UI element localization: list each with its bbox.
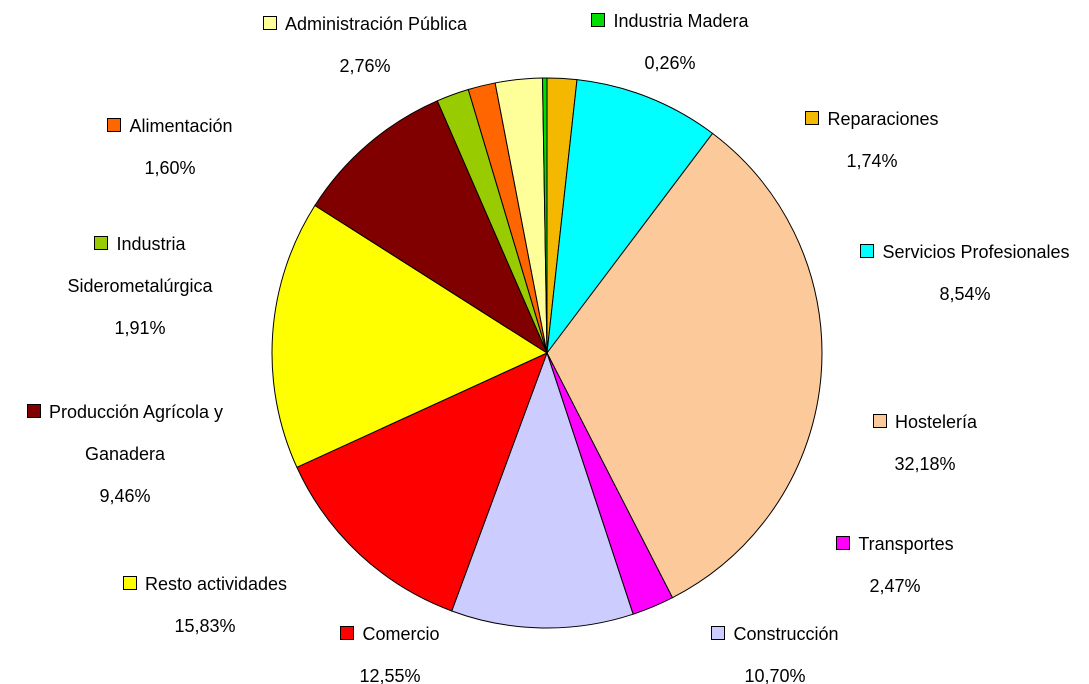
legend-swatch — [262, 16, 277, 30]
slice-value: 2,76% — [339, 56, 391, 76]
slice-label: Industria Siderometalúrgica 1,91% — [40, 223, 240, 349]
slice-name-row: Industria Siderometalúrgica — [40, 223, 240, 307]
slice-name: Construcción — [733, 624, 839, 644]
slice-label: Transportes 2,47% — [815, 523, 975, 607]
slice-label: Comercio 12,55% — [310, 613, 470, 684]
slice-name: Reparaciones — [827, 109, 939, 129]
slice-value: 1,60% — [144, 158, 196, 178]
slice-label: Industria Madera 0,26% — [570, 0, 770, 84]
legend-swatch — [26, 404, 41, 418]
legend-swatch — [805, 111, 820, 125]
slice-label: Resto actividades 15,83% — [85, 563, 325, 647]
slice-value: 8,54% — [939, 284, 991, 304]
pie-slice — [541, 77, 548, 354]
slice-label: Hostelería 32,18% — [845, 401, 1005, 485]
legend-swatch — [340, 626, 355, 640]
slice-label: Construcción 10,70% — [685, 613, 865, 684]
slice-label: Reparaciones 1,74% — [772, 98, 972, 182]
slice-name-row: Resto actividades — [85, 563, 325, 605]
slice-label: Servicios Profesionales 8,54% — [845, 231, 1085, 315]
slice-name: Servicios Profesionales — [882, 242, 1070, 262]
legend-swatch — [107, 118, 122, 132]
slice-label: Alimentación 1,60% — [90, 105, 250, 189]
slice-name: Alimentación — [129, 116, 233, 136]
legend-swatch — [860, 244, 875, 258]
pie-slice — [546, 79, 714, 355]
slice-name: Industria Siderometalúrgica — [67, 234, 213, 296]
slice-label: Producción Agrícola y Ganadera 9,46% — [5, 391, 245, 517]
slice-name: Comercio — [362, 624, 440, 644]
pie-slice — [546, 132, 823, 599]
legend-swatch — [122, 576, 137, 590]
legend-swatch — [711, 626, 726, 640]
slice-value: 0,26% — [644, 53, 696, 73]
pie-slice — [271, 204, 549, 468]
slice-name: Resto actividades — [144, 574, 288, 594]
slice-name: Hostelería — [894, 412, 978, 432]
slice-name: Producción Agrícola y Ganadera — [48, 402, 224, 464]
pie-slice — [296, 352, 548, 612]
slice-label: Administración Pública 2,76% — [235, 3, 495, 87]
slice-name-row: Hostelería — [845, 401, 1005, 443]
slice-name-row: Comercio — [310, 613, 470, 655]
slice-name-row: Industria Madera — [570, 0, 770, 42]
slice-value: 10,70% — [744, 666, 806, 684]
slice-value: 15,83% — [174, 616, 236, 636]
slice-value: 1,74% — [846, 151, 898, 171]
slice-value: 32,18% — [894, 454, 956, 474]
legend-swatch — [591, 13, 606, 27]
slice-value: 9,46% — [99, 486, 151, 506]
slice-name-row: Servicios Profesionales — [845, 231, 1085, 273]
slice-value: 2,47% — [869, 576, 921, 596]
pie-slice — [451, 351, 634, 629]
slice-name: Industria Madera — [613, 11, 749, 31]
slice-name-row: Construcción — [685, 613, 865, 655]
pie-slice — [314, 100, 549, 355]
slice-name: Transportes — [858, 534, 954, 554]
legend-swatch — [872, 414, 887, 428]
slice-name-row: Alimentación — [90, 105, 250, 147]
slice-name-row: Transportes — [815, 523, 975, 565]
slice-name-row: Reparaciones — [772, 98, 972, 140]
slice-value: 12,55% — [359, 666, 421, 684]
legend-swatch — [836, 536, 851, 550]
slice-name-row: Administración Pública — [235, 3, 495, 45]
slice-name: Administración Pública — [284, 14, 468, 34]
legend-swatch — [94, 236, 109, 250]
slice-value: 1,91% — [114, 318, 166, 338]
slice-name-row: Producción Agrícola y Ganadera — [5, 391, 245, 475]
